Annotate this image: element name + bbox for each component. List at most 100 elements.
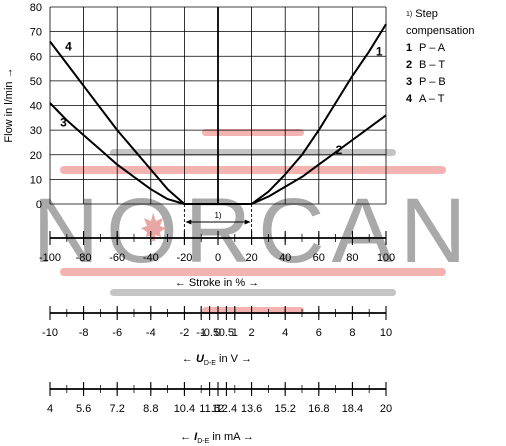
arrow-left-icon <box>185 219 192 225</box>
watermark-band <box>110 149 396 156</box>
axis-title: ← UD-E in V → <box>182 353 252 367</box>
axis-tick-label: 10 <box>380 327 392 339</box>
watermark-band <box>202 129 304 136</box>
axis-title-subscript: D-E <box>197 438 209 445</box>
axis-tick-label: 12 <box>212 403 224 415</box>
voltage-axis: -10 -8 -6 -4 -2 -1-0.500.51 2 4 6 8 10 ← UD-E in V … <box>42 306 392 367</box>
axis-tick-label: 2 <box>249 327 255 339</box>
arrow-right-icon <box>244 219 251 225</box>
axis-tick-label: 12.4 <box>216 403 237 415</box>
y-tick-label: 70 <box>30 27 42 39</box>
y-tick-label: 60 <box>30 51 42 63</box>
axis-tick-label: -6 <box>112 327 122 339</box>
axis-tick-label: -10 <box>42 327 58 339</box>
y-tick-label: 10 <box>30 174 42 186</box>
series-4-label: 4 <box>65 39 72 53</box>
axis-tick-label: -60 <box>109 252 125 264</box>
dead-band-label: 1) <box>214 211 221 220</box>
legend-item-3: 3 P – B <box>406 74 506 91</box>
axis-title: ← Stroke in % → <box>175 277 259 289</box>
axis-tick-label: 4 <box>47 403 53 415</box>
series-1-label: 1 <box>376 44 383 58</box>
legend-item-number: 1 <box>406 42 413 54</box>
watermark-band <box>60 268 446 276</box>
axis-tick-label: 0 <box>215 252 221 264</box>
watermark-band <box>110 289 396 296</box>
series-4-line <box>49 40 186 205</box>
axis-tick-label: -80 <box>76 252 92 264</box>
y-axis-ticks: 0 10 20 30 40 50 60 70 80 <box>30 2 42 211</box>
axis-title-symbol: ← I <box>180 431 198 443</box>
axis-title-subscript: D-E <box>204 360 216 367</box>
axis-tick-label: 18.4 <box>342 403 363 415</box>
legend-item-number: 3 <box>406 76 413 88</box>
norcan-watermark: NORCAN <box>33 129 474 314</box>
axis-tick-label: 8 <box>349 327 355 339</box>
legend-title-text: Step compensation <box>406 8 475 37</box>
chart-grid <box>49 6 387 205</box>
axis-tick-label: -40 <box>143 252 159 264</box>
maple-leaf-icon <box>141 213 166 241</box>
legend-item-4: 4 A – T <box>406 91 506 108</box>
watermark-text: NORCAN <box>33 180 474 282</box>
axis-tick-label: 8.8 <box>143 403 158 415</box>
axis-tick-label: 100 <box>377 252 395 264</box>
legend-item-label: A – T <box>419 93 445 105</box>
legend: 1) Step compensation 1 P – A 2 B – T 3 P – … <box>406 6 506 108</box>
legend-item-2: 2 B – T <box>406 57 506 74</box>
axis-tick-label: 13.6 <box>241 403 262 415</box>
axis-tick-label: 0 <box>215 327 221 339</box>
y-tick-label: 50 <box>30 76 42 88</box>
axis-title-unit: in mA → <box>209 431 254 443</box>
axis-title: ← ID-E in mA → <box>180 431 254 445</box>
y-tick-label: 80 <box>30 2 42 14</box>
legend-title-marker: 1) <box>406 11 413 18</box>
axis-tick-label: 0.5 <box>219 327 234 339</box>
axis-tick-label: -20 <box>176 252 192 264</box>
y-tick-label: 20 <box>30 150 42 162</box>
axis-tick-label: -1 <box>196 327 206 339</box>
axis-tick-label: 7.2 <box>110 403 125 415</box>
axis-tick-label: -8 <box>79 327 89 339</box>
axis-tick-label: 20 <box>245 252 257 264</box>
axis-tick-label: 60 <box>313 252 325 264</box>
series-2-label: 2 <box>336 143 343 157</box>
y-tick-label: 30 <box>30 125 42 137</box>
axis-title-unit: in V → <box>216 353 252 365</box>
axis-tick-label: 80 <box>346 252 358 264</box>
dead-band-annotation: 1) <box>183 204 253 236</box>
watermark-band <box>60 166 446 174</box>
axis-tick-label: 11.6 <box>199 403 220 415</box>
legend-item-label: B – T <box>419 59 446 71</box>
y-tick-label: 0 <box>36 199 42 211</box>
series-3-line <box>49 102 185 205</box>
series-2-line <box>251 114 387 205</box>
axis-tick-label: 20 <box>380 403 392 415</box>
legend-title: 1) Step compensation <box>406 6 506 40</box>
y-tick-label: 40 <box>30 101 42 113</box>
legend-item-1: 1 P – A <box>406 40 506 57</box>
axis-tick-label: 16.8 <box>308 403 329 415</box>
legend-item-number: 4 <box>406 93 413 105</box>
flow-curves: 1 2 3 4 <box>49 23 387 205</box>
axis-tick-label: 5.6 <box>76 403 91 415</box>
y-axis-title: Flow in l/min → <box>3 67 15 142</box>
series-1-line <box>251 23 387 205</box>
axis-tick-label: 4 <box>282 327 288 339</box>
axis-tick-label: 40 <box>279 252 291 264</box>
axis-title-symbol: ← U <box>182 353 205 365</box>
axis-tick-label: 6 <box>316 327 322 339</box>
legend-item-number: 2 <box>406 59 413 71</box>
stroke-axis: -100 -80 -60 -40 -20 0 20 40 60 80 100 ← Stroke in … <box>39 231 395 289</box>
axis-tick-label: -0.5 <box>200 327 219 339</box>
legend-item-label: P – A <box>419 42 446 54</box>
axis-tick-label: -100 <box>39 252 61 264</box>
axis-tick-label: -4 <box>146 327 156 339</box>
axis-tick-label: 10.4 <box>174 403 195 415</box>
axis-tick-label: 1 <box>232 327 238 339</box>
axis-tick-label: 15.2 <box>274 403 295 415</box>
legend-item-label: P – B <box>419 76 446 88</box>
series-3-label: 3 <box>60 116 67 130</box>
